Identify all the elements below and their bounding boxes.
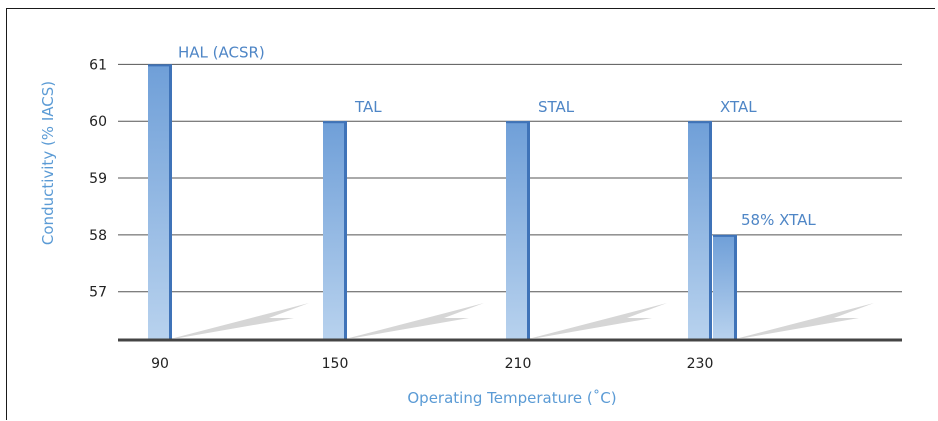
y-tick-label: 57: [89, 285, 107, 301]
bars: [148, 64, 737, 340]
bar-side: [734, 234, 737, 340]
floor-shadow: [174, 303, 309, 338]
bar-side: [527, 121, 530, 340]
bar-side: [709, 121, 712, 340]
y-tick-label: 59: [89, 171, 107, 187]
bar-cap: [688, 121, 712, 124]
floor-shadow: [739, 303, 874, 338]
bar-side: [344, 121, 347, 340]
bar-data-label: TAL: [354, 98, 382, 116]
y-axis-label: Conductivity (% IACS): [39, 81, 57, 245]
x-tick-label: 230: [687, 356, 714, 372]
x-axis-label: Operating Temperature (˚C): [407, 389, 616, 407]
bar: [713, 234, 737, 340]
bar-cap: [506, 121, 530, 124]
x-tick-label: 90: [151, 356, 169, 372]
tick-labels: 57 58 59 60 61 90 150 210 230: [89, 57, 713, 372]
y-tick-label: 60: [89, 114, 107, 130]
bar-data-label: HAL (ACSR): [178, 43, 265, 61]
floor-shadow: [349, 303, 484, 338]
bar-side: [169, 64, 172, 340]
bar-data-label: 58% XTAL: [741, 211, 816, 229]
bar: [323, 121, 347, 340]
bar: [506, 121, 530, 340]
x-tick-label: 150: [322, 356, 349, 372]
x-tick-label: 210: [505, 356, 532, 372]
bar-labels: HAL (ACSR) TAL STAL XTAL 58% XTAL: [178, 43, 816, 228]
y-tick-label: 61: [89, 57, 107, 73]
bar-data-label: STAL: [538, 98, 575, 116]
bar-cap: [323, 121, 347, 124]
y-tick-label: 58: [89, 228, 107, 244]
floor-shadow: [532, 303, 667, 338]
chart-frame: [6, 8, 935, 420]
bar: [688, 121, 712, 340]
bar: [148, 64, 172, 340]
bar-cap: [148, 64, 172, 67]
bar-cap: [713, 234, 737, 237]
bar-data-label: XTAL: [720, 98, 757, 116]
floor-shadows: [174, 303, 874, 338]
